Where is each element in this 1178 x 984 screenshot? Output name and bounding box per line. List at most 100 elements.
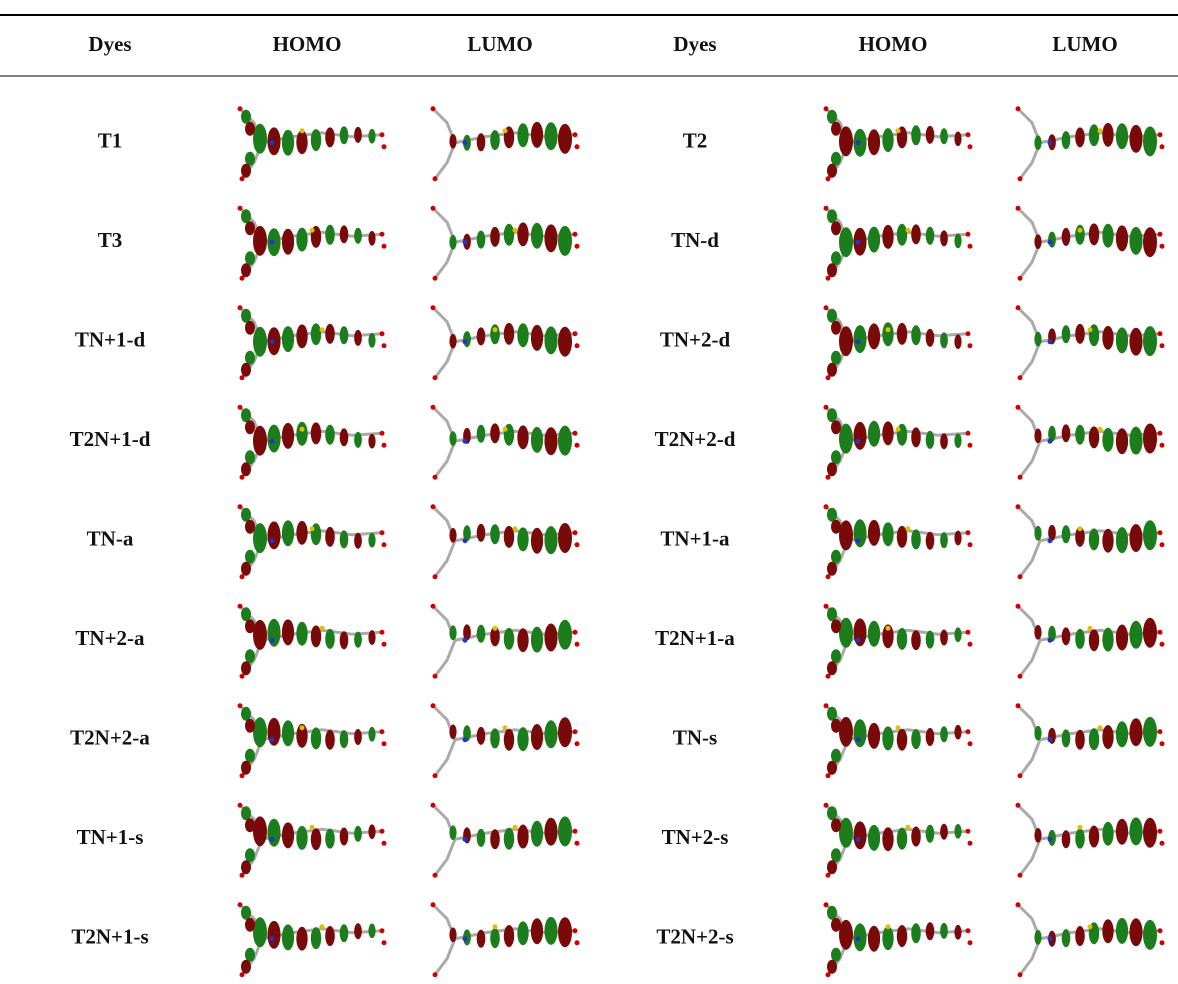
lobe bbox=[477, 625, 486, 643]
lobe bbox=[325, 829, 335, 849]
atom bbox=[1016, 206, 1021, 211]
lobe bbox=[926, 126, 935, 144]
atom bbox=[310, 526, 315, 531]
lobe bbox=[1062, 131, 1071, 149]
lobe bbox=[1129, 524, 1142, 552]
lobe bbox=[954, 925, 961, 940]
lobe bbox=[827, 363, 837, 377]
atom bbox=[433, 176, 438, 181]
dye-name: TN+1-s bbox=[77, 825, 144, 849]
lobe bbox=[1129, 817, 1142, 845]
lobe bbox=[490, 227, 500, 247]
lobe bbox=[1034, 332, 1041, 347]
lobe bbox=[868, 520, 880, 546]
orbital-image bbox=[431, 206, 580, 281]
lobe bbox=[282, 130, 294, 156]
lobe bbox=[831, 619, 841, 633]
lobe bbox=[245, 321, 255, 335]
lobe bbox=[954, 131, 961, 146]
lobe bbox=[296, 826, 307, 850]
lobe bbox=[354, 228, 362, 244]
lobe bbox=[340, 631, 349, 649]
atom bbox=[431, 803, 436, 808]
lobe bbox=[1034, 828, 1041, 843]
lobe bbox=[517, 825, 528, 849]
lobe bbox=[245, 619, 255, 633]
atom bbox=[824, 803, 829, 808]
lobe bbox=[245, 221, 255, 235]
lobe bbox=[267, 425, 280, 453]
atom bbox=[824, 504, 829, 509]
lobe bbox=[831, 948, 841, 962]
atom bbox=[238, 703, 243, 708]
atom bbox=[1048, 638, 1053, 643]
lobe bbox=[282, 720, 294, 746]
atom bbox=[906, 526, 911, 531]
lobe bbox=[490, 524, 500, 544]
atom bbox=[238, 504, 243, 509]
dye-name: TN+2-s bbox=[662, 825, 729, 849]
atom bbox=[463, 140, 468, 145]
lobe bbox=[1143, 818, 1157, 848]
lobe bbox=[340, 126, 349, 144]
dye-name: TN-d bbox=[671, 228, 719, 252]
lobe bbox=[882, 827, 893, 851]
orbital-image bbox=[238, 106, 387, 181]
atom bbox=[1158, 331, 1163, 336]
lobe bbox=[911, 729, 921, 749]
atom bbox=[433, 773, 438, 778]
lobe bbox=[296, 324, 307, 348]
atom bbox=[1016, 305, 1021, 310]
lobe bbox=[1062, 525, 1071, 543]
orbital-image bbox=[238, 206, 387, 281]
orbital-image bbox=[1016, 902, 1165, 977]
atom bbox=[1078, 228, 1083, 233]
lobe bbox=[940, 332, 948, 348]
lobe bbox=[245, 351, 255, 365]
lobe bbox=[868, 621, 880, 647]
lobe bbox=[1075, 926, 1085, 946]
lobe bbox=[827, 707, 837, 721]
atom bbox=[382, 244, 387, 249]
atom bbox=[463, 439, 468, 444]
lobe bbox=[868, 926, 880, 952]
atom bbox=[856, 638, 861, 643]
atom bbox=[380, 829, 385, 834]
lobe bbox=[839, 520, 853, 550]
lobe bbox=[241, 860, 251, 874]
atom bbox=[1088, 626, 1093, 631]
atom bbox=[493, 924, 498, 929]
atom bbox=[1160, 542, 1165, 547]
lobe bbox=[831, 122, 841, 136]
lobe bbox=[490, 130, 500, 150]
lobe bbox=[897, 729, 907, 751]
lobe bbox=[831, 221, 841, 235]
atom bbox=[270, 439, 275, 444]
atom bbox=[573, 530, 578, 535]
atom bbox=[824, 405, 829, 410]
atom bbox=[431, 504, 436, 509]
lobe bbox=[296, 521, 307, 545]
lobe bbox=[827, 462, 837, 476]
lobe bbox=[1143, 227, 1157, 257]
orbital-image bbox=[431, 902, 580, 977]
lobe bbox=[354, 330, 362, 346]
atom bbox=[575, 144, 580, 149]
lobe bbox=[267, 619, 280, 647]
lobe bbox=[241, 761, 251, 775]
lobe bbox=[1116, 721, 1128, 747]
lobe bbox=[340, 730, 349, 748]
lobe bbox=[827, 408, 837, 422]
lobe bbox=[241, 508, 251, 522]
lobe bbox=[245, 948, 255, 962]
atom bbox=[575, 443, 580, 448]
atom bbox=[433, 276, 438, 281]
orbital-image bbox=[431, 106, 580, 181]
atom bbox=[856, 439, 861, 444]
lobe bbox=[311, 129, 321, 151]
atom bbox=[968, 642, 973, 647]
lobe bbox=[354, 432, 362, 448]
atom bbox=[433, 674, 438, 679]
atom bbox=[1018, 375, 1023, 380]
lobe bbox=[558, 917, 572, 947]
